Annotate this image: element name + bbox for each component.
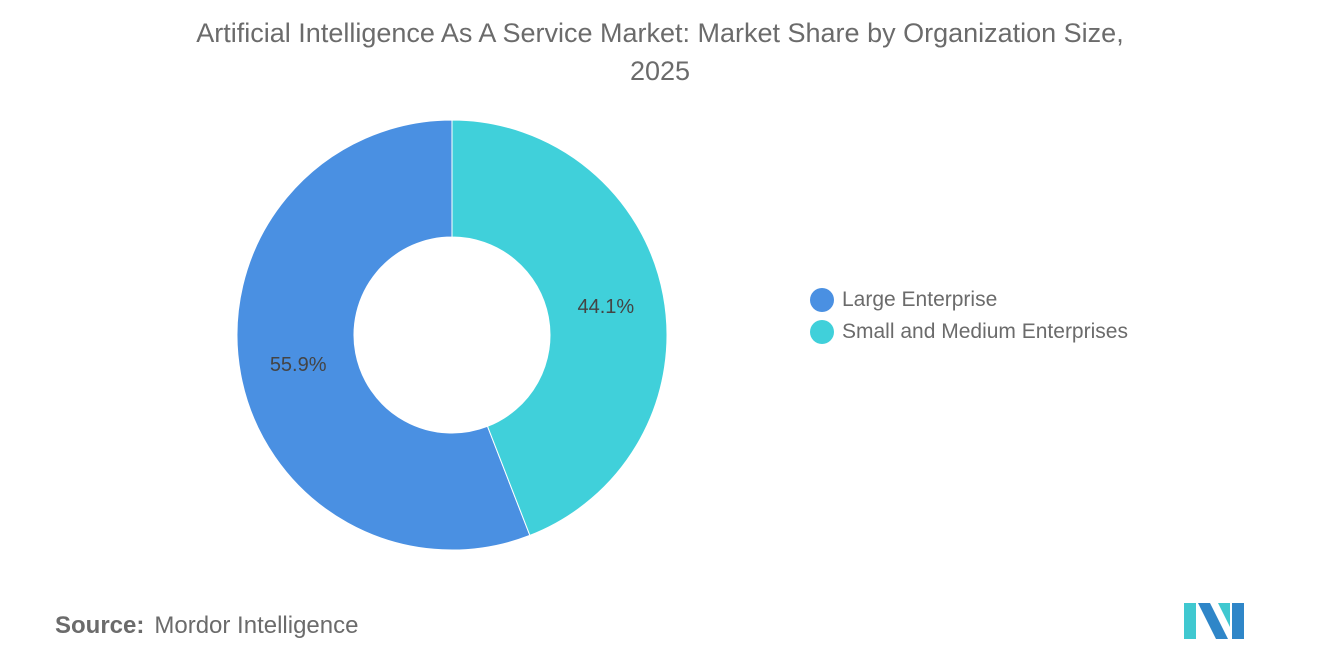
- legend-label: Small and Medium Enterprises: [842, 320, 1128, 343]
- source-label: Source:: [55, 612, 145, 639]
- chart-title: Artificial Intelligence As A Service Mar…: [0, 14, 1320, 90]
- donut-chart: 55.9% 44.1%: [236, 119, 668, 551]
- data-label-1: 44.1%: [577, 296, 634, 318]
- donut-slice-1[interactable]: [451, 119, 668, 537]
- title-line-1: Artificial Intelligence As A Service Mar…: [196, 18, 1124, 48]
- source-note: Source: Mordor Intelligence: [55, 612, 358, 640]
- data-label-0: 55.9%: [270, 354, 327, 376]
- mordor-logo: [1184, 603, 1244, 639]
- legend-label: Large Enterprise: [842, 288, 998, 311]
- legend: Large Enterprise Small and Medium Enterp…: [810, 284, 1128, 348]
- legend-swatch: [810, 288, 834, 312]
- legend-swatch: [810, 320, 834, 344]
- title-line-2: 2025: [629, 56, 691, 86]
- legend-item-sme[interactable]: Small and Medium Enterprises: [810, 316, 1128, 348]
- donut-slice-0[interactable]: [236, 119, 531, 551]
- legend-item-large-enterprise[interactable]: Large Enterprise: [810, 284, 1128, 316]
- source-value: Mordor Intelligence: [154, 612, 359, 639]
